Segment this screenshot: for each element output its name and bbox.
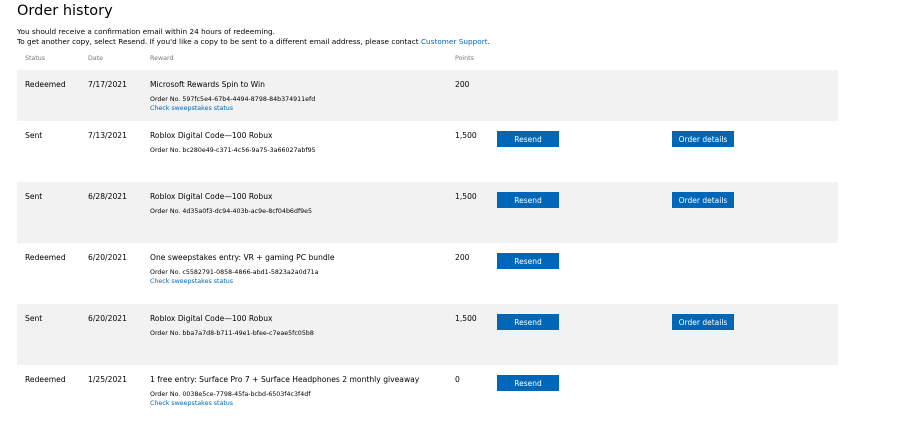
order-number: Order No. c5582791-0858-4866-abd1-5823a2…: [150, 269, 319, 276]
order-reward: Roblox Digital Code—100 Robux: [150, 192, 273, 201]
order-number-label: Order No.: [150, 96, 183, 103]
order-points: 0: [455, 375, 460, 384]
customer-support-link[interactable]: Customer Support: [420, 37, 488, 46]
resend-button[interactable]: Resend: [497, 192, 559, 208]
order-number: Order No. bc280e49-c371-4c56-9a75-3a6602…: [150, 147, 316, 154]
order-details-button[interactable]: Order details: [672, 314, 734, 330]
order-reward: 1 free entry: Surface Pro 7 + Surface He…: [150, 375, 420, 384]
order-status: Sent: [25, 192, 43, 201]
header-points: Points: [455, 55, 474, 62]
order-date: 1/25/2021: [88, 375, 127, 384]
order-reward: Microsoft Rewards Spin to Win: [150, 80, 265, 89]
order-number-value: c5582791-0858-4866-abd1-5823a2a0d71a: [182, 269, 319, 276]
resend-button[interactable]: Resend: [497, 314, 559, 330]
order-number-label: Order No.: [150, 147, 183, 154]
intro-period: .: [487, 37, 490, 46]
order-status: Redeemed: [25, 375, 66, 384]
order-points: 200: [455, 80, 470, 89]
order-date: 6/20/2021: [88, 253, 127, 262]
order-reward: One sweepstakes entry: VR + gaming PC bu…: [150, 253, 335, 262]
order-date: 7/13/2021: [88, 131, 127, 140]
order-status: Sent: [25, 314, 43, 323]
order-points: 200: [455, 253, 470, 262]
order-number: Order No. 4d35a0f3-dc94-403b-ac9e-8cf04b…: [150, 208, 312, 215]
resend-button[interactable]: Resend: [497, 131, 559, 147]
order-details-button[interactable]: Order details: [672, 192, 734, 208]
order-number: Order No. 597fc5e4-67b4-4494-8798-84b374…: [150, 96, 315, 103]
order-date: 7/17/2021: [88, 80, 127, 89]
order-row: Redeemed 7/17/2021 Microsoft Rewards Spi…: [17, 70, 838, 121]
order-row: Sent 6/20/2021 Roblox Digital Code—100 R…: [17, 304, 838, 365]
order-row: Sent 7/13/2021 Roblox Digital Code—100 R…: [17, 121, 838, 182]
order-number-value: 0038e5ce-7798-45fa-bcbd-6503f4c3f4df: [182, 391, 311, 398]
header-date: Date: [88, 55, 104, 62]
check-sweepstakes-status-link[interactable]: Check sweepstakes status: [150, 400, 234, 407]
page-title: Order history: [17, 3, 113, 19]
intro-text: You should receive a confirmation email …: [17, 27, 490, 47]
header-reward: Reward: [150, 55, 174, 62]
resend-button[interactable]: Resend: [497, 253, 559, 269]
order-date: 6/28/2021: [88, 192, 127, 201]
order-number-label: Order No.: [150, 391, 183, 398]
check-sweepstakes-status-link[interactable]: Check sweepstakes status: [150, 105, 234, 112]
order-row: Redeemed 1/25/2021 1 free entry: Surface…: [17, 365, 838, 420]
order-points: 1,500: [455, 131, 477, 140]
order-reward: Roblox Digital Code—100 Robux: [150, 314, 273, 323]
order-row: Redeemed 6/20/2021 One sweepstakes entry…: [17, 243, 838, 304]
header-status: Status: [25, 55, 46, 62]
intro-line-2: To get another copy, select Resend. If y…: [17, 37, 421, 46]
order-details-button[interactable]: Order details: [672, 131, 734, 147]
order-date: 6/20/2021: [88, 314, 127, 323]
resend-button[interactable]: Resend: [497, 375, 559, 391]
order-points: 1,500: [455, 314, 477, 323]
order-status: Sent: [25, 131, 43, 140]
order-reward: Roblox Digital Code—100 Robux: [150, 131, 273, 140]
intro-line-1: You should receive a confirmation email …: [17, 27, 275, 36]
order-number-value: bba7a7d8-b711-49e1-bfee-c7eae5fc05b8: [182, 330, 314, 337]
order-number-value: 597fc5e4-67b4-4494-8798-84b374911efd: [182, 96, 316, 103]
order-number-label: Order No.: [150, 269, 183, 276]
order-number-label: Order No.: [150, 208, 183, 215]
order-number: Order No. 0038e5ce-7798-45fa-bcbd-6503f4…: [150, 391, 310, 398]
order-number-label: Order No.: [150, 330, 183, 337]
order-number: Order No. bba7a7d8-b711-49e1-bfee-c7eae5…: [150, 330, 314, 337]
order-points: 1,500: [455, 192, 477, 201]
order-row: Sent 6/28/2021 Roblox Digital Code—100 R…: [17, 182, 838, 243]
order-number-value: 4d35a0f3-dc94-403b-ac9e-8cf04b6df9e5: [182, 208, 313, 215]
check-sweepstakes-status-link[interactable]: Check sweepstakes status: [150, 278, 234, 285]
order-status: Redeemed: [25, 253, 66, 262]
order-number-value: bc280e49-c371-4c56-9a75-3a66027abf95: [182, 147, 316, 154]
order-status: Redeemed: [25, 80, 66, 89]
